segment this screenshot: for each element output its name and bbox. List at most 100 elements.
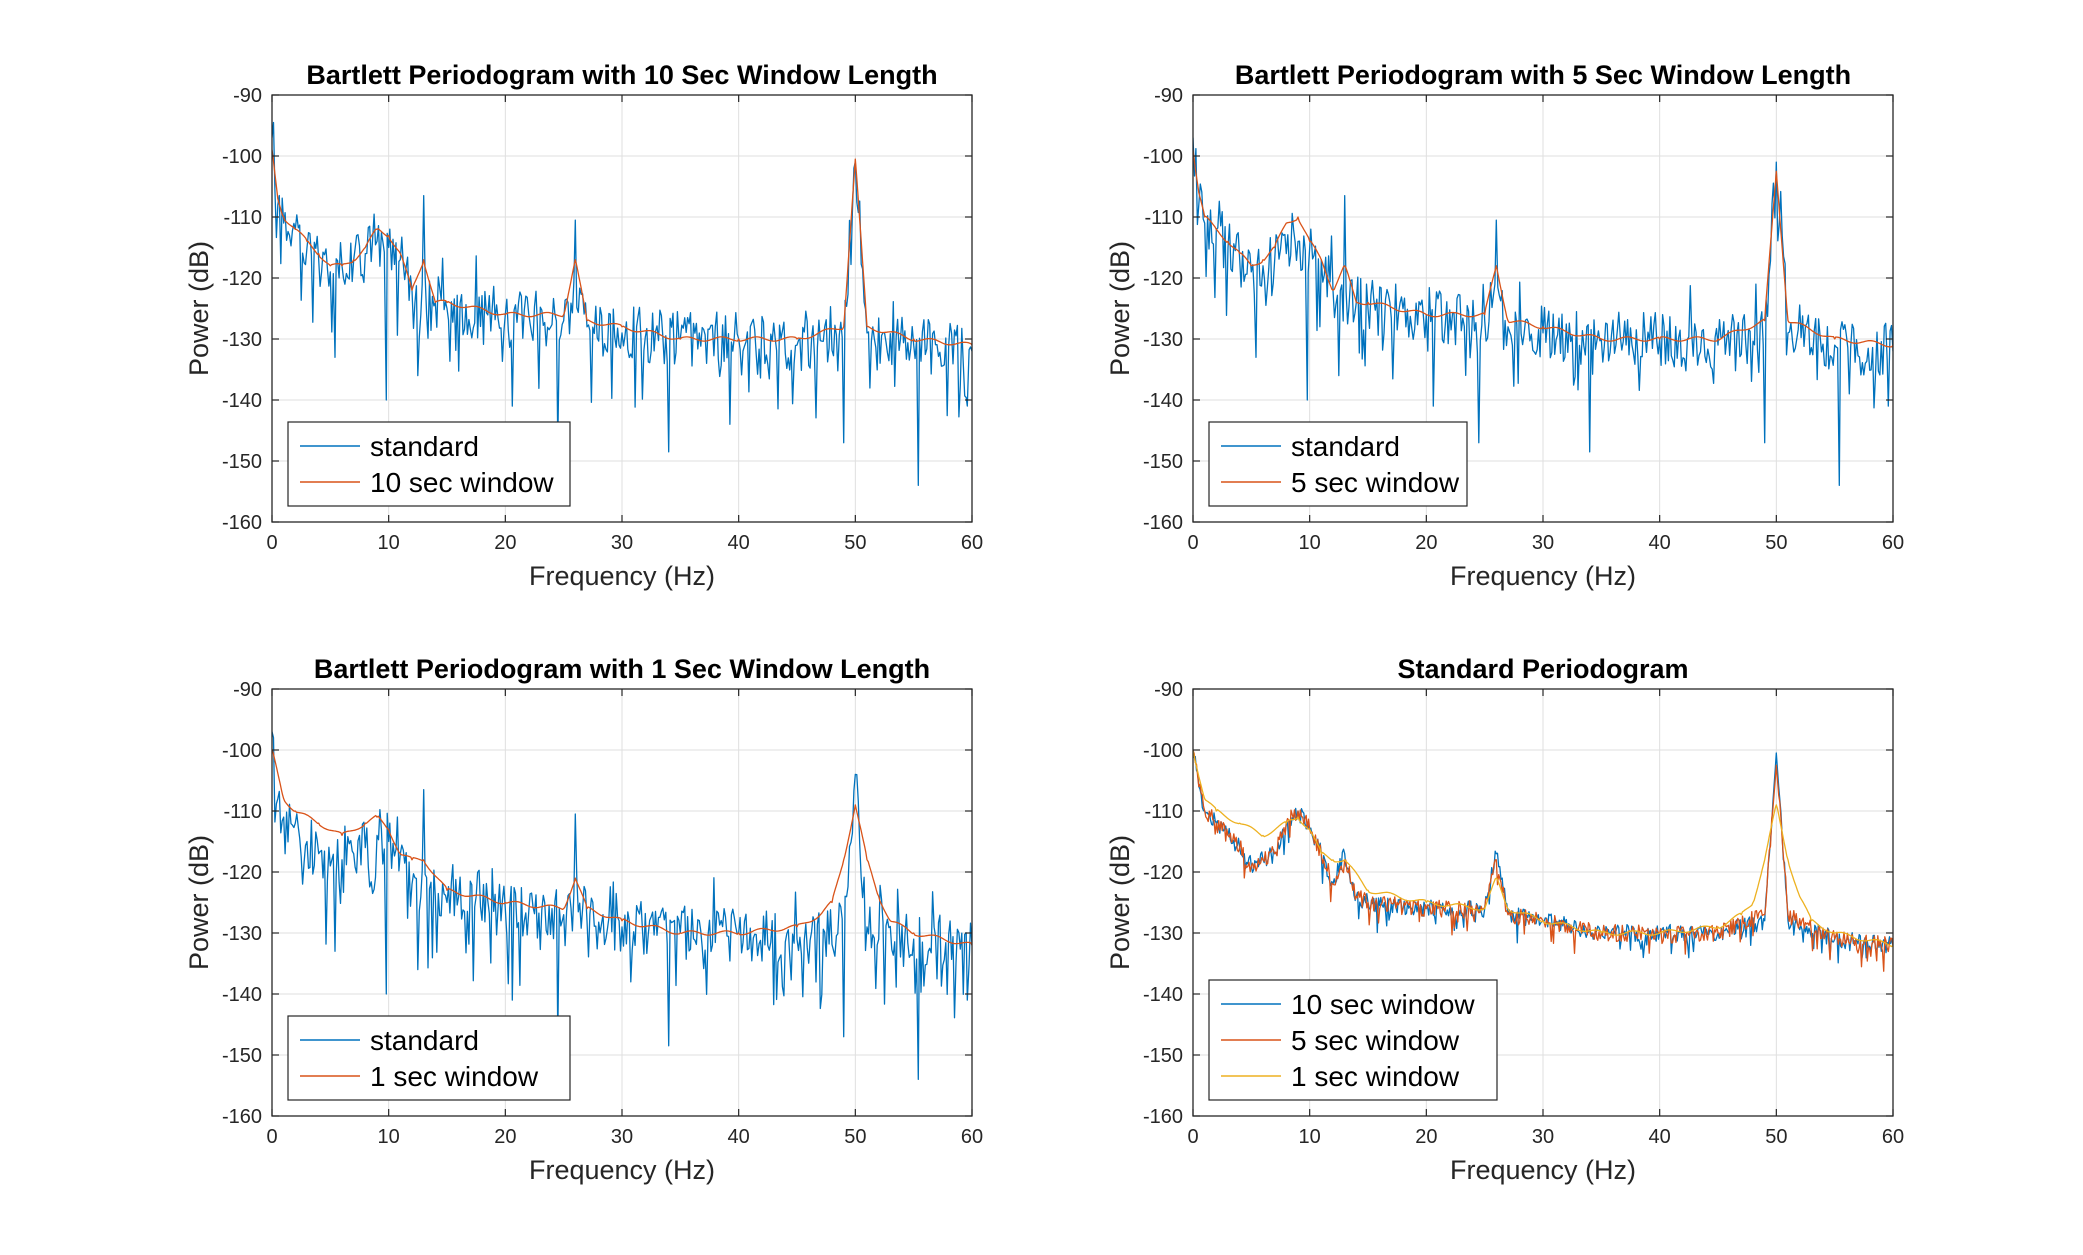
series-line-standard [272, 731, 972, 1081]
x-tick-label: 30 [611, 1126, 633, 1148]
y-axis-label: Power (dB) [1105, 241, 1135, 376]
x-tick-label: 60 [961, 1126, 983, 1148]
y-tick-label: -100 [1143, 740, 1183, 762]
y-tick-label: -140 [222, 390, 262, 412]
x-tick-label: 10 [1299, 532, 1321, 554]
y-tick-label: -130 [1143, 329, 1183, 351]
chart-title: Standard Periodogram [1397, 654, 1688, 684]
y-tick-label: -160 [222, 512, 262, 534]
x-tick-label: 40 [1649, 532, 1671, 554]
x-axis-label: Frequency (Hz) [529, 1155, 715, 1185]
x-tick-label: 10 [1299, 1126, 1321, 1148]
y-tick-label: -100 [222, 146, 262, 168]
y-tick-label: -90 [233, 679, 262, 701]
y-tick-label: -160 [222, 1106, 262, 1128]
y-tick-label: -120 [1143, 268, 1183, 290]
x-tick-label: 60 [961, 532, 983, 554]
series-line-10-sec-window [272, 149, 972, 346]
legend-entry: standard [370, 431, 479, 462]
y-tick-label: -110 [223, 207, 262, 229]
legend-entry: 5 sec window [1291, 1025, 1460, 1056]
chart-title: Bartlett Periodogram with 5 Sec Window L… [1235, 60, 1851, 90]
x-tick-label: 50 [844, 532, 866, 554]
legend-entry: 10 sec window [1291, 989, 1475, 1020]
series-group [272, 121, 972, 487]
y-tick-label: -150 [222, 451, 262, 473]
legend-box [287, 421, 571, 507]
series-group [272, 731, 972, 1081]
x-tick-label: 30 [1532, 1126, 1554, 1148]
x-tick-label: 20 [494, 1126, 516, 1148]
legend-box [1208, 421, 1468, 507]
x-tick-label: 50 [844, 1126, 866, 1148]
chart-title: Bartlett Periodogram with 10 Sec Window … [306, 60, 937, 90]
legend: 10 sec window 5 sec window 1 sec window [1208, 979, 1498, 1101]
series-line-standard [1193, 137, 1893, 487]
x-tick-label: 0 [1187, 532, 1198, 554]
y-tick-label: -130 [222, 923, 262, 945]
x-axis-label: Frequency (Hz) [529, 561, 715, 591]
y-tick-label: -140 [222, 984, 262, 1006]
x-tick-label: 50 [1765, 1126, 1787, 1148]
x-tick-label: 10 [378, 1126, 400, 1148]
legend-entry: standard [370, 1025, 479, 1056]
x-tick-label: 0 [266, 532, 277, 554]
y-tick-label: -140 [1143, 984, 1183, 1006]
legend-entry: 10 sec window [370, 467, 554, 498]
legend: standard 10 sec window [287, 421, 571, 507]
subplot-4: 0 10 20 30 40 50 60 -90 -100 -110 -120 -130 -140 -150… [1105, 654, 1904, 1185]
y-tick-label: -160 [1143, 1106, 1183, 1128]
series-group [1193, 749, 1893, 972]
y-tick-label: -120 [222, 862, 262, 884]
x-tick-label: 20 [1415, 1126, 1437, 1148]
legend-entry: 1 sec window [370, 1061, 539, 1092]
legend-entry: standard [1291, 431, 1400, 462]
y-tick-label: -110 [223, 801, 262, 823]
subplot-3: 0 10 20 30 40 50 60 -90 -100 -110 -120 -130 -140 -150… [184, 654, 983, 1185]
x-axis-label: Frequency (Hz) [1450, 561, 1636, 591]
x-tick-label: 20 [1415, 532, 1437, 554]
series-line-5-sec-window [1193, 149, 1893, 348]
y-axis-label: Power (dB) [184, 835, 214, 970]
y-tick-label: -150 [1143, 1045, 1183, 1067]
x-tick-label: 0 [1187, 1126, 1198, 1148]
series-line-1-sec-window [272, 749, 972, 946]
x-tick-label: 50 [1765, 532, 1787, 554]
y-tick-label: -110 [1144, 207, 1183, 229]
legend: standard 1 sec window [287, 1015, 571, 1101]
x-tick-label: 60 [1882, 532, 1904, 554]
x-tick-label: 10 [378, 532, 400, 554]
legend-entry: 5 sec window [1291, 467, 1460, 498]
subplot-1: 0 10 20 30 40 50 60 -90 -100 -110 -120 -130 -140 -150… [184, 60, 983, 591]
y-tick-label: -150 [1143, 451, 1183, 473]
series-line-1-sec-window [1193, 749, 1893, 948]
y-tick-label: -130 [222, 329, 262, 351]
y-tick-label: -110 [1144, 801, 1183, 823]
x-tick-label: 30 [611, 532, 633, 554]
x-tick-label: 30 [1532, 532, 1554, 554]
y-tick-label: -120 [222, 268, 262, 290]
legend-box [287, 1015, 571, 1101]
y-tick-label: -130 [1143, 923, 1183, 945]
y-tick-label: -120 [1143, 862, 1183, 884]
y-tick-label: -140 [1143, 390, 1183, 412]
x-tick-label: 20 [494, 532, 516, 554]
series-group [1193, 137, 1893, 487]
y-tick-label: -90 [1154, 679, 1183, 701]
y-tick-label: -100 [222, 740, 262, 762]
legend-entry: 1 sec window [1291, 1061, 1460, 1092]
x-tick-label: 40 [1649, 1126, 1671, 1148]
legend: standard 5 sec window [1208, 421, 1468, 507]
y-tick-label: -90 [233, 85, 262, 107]
y-axis-label: Power (dB) [184, 241, 214, 376]
y-tick-label: -100 [1143, 146, 1183, 168]
y-tick-label: -160 [1143, 512, 1183, 534]
subplot-2: 0 10 20 30 40 50 60 -90 -100 -110 -120 -130 -140 -150… [1105, 60, 1904, 591]
y-tick-label: -90 [1154, 85, 1183, 107]
x-tick-label: 0 [266, 1126, 277, 1148]
chart-title: Bartlett Periodogram with 1 Sec Window L… [314, 654, 930, 684]
y-axis-label: Power (dB) [1105, 835, 1135, 970]
x-tick-label: 40 [728, 532, 750, 554]
